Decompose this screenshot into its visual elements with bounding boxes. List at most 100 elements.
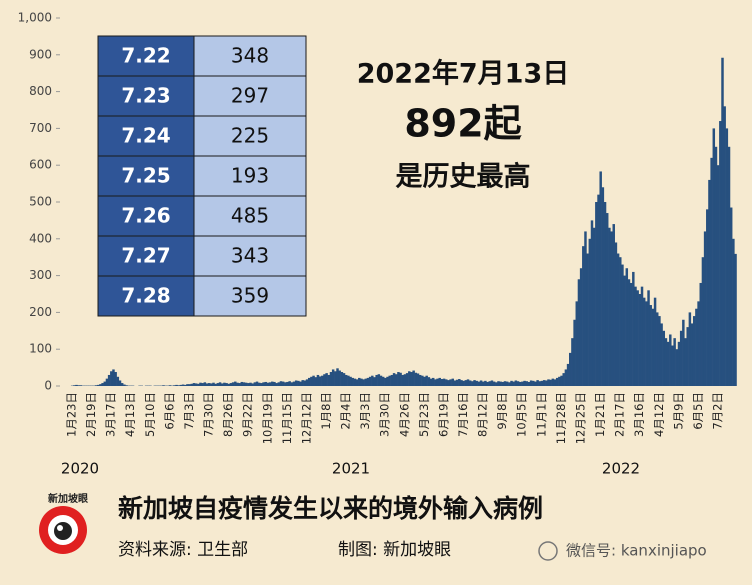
bar xyxy=(590,220,594,386)
bar xyxy=(194,383,198,386)
bar xyxy=(425,375,428,386)
bar xyxy=(436,378,439,386)
y-tick-label: 500 xyxy=(29,195,52,209)
bar xyxy=(684,338,687,386)
bar xyxy=(323,374,326,386)
x-tick-label: 7月30日 xyxy=(202,392,216,437)
bar xyxy=(636,290,639,386)
bar xyxy=(673,338,676,386)
bar xyxy=(414,372,418,386)
table-value: 297 xyxy=(231,84,269,108)
bar xyxy=(210,383,213,386)
x-tick-label: 7月3日 xyxy=(182,392,196,430)
bar xyxy=(592,227,596,386)
bar xyxy=(301,380,304,386)
x-tick-label: 10月19日 xyxy=(260,392,274,444)
bar xyxy=(262,382,265,386)
table-cell xyxy=(193,275,307,317)
bar xyxy=(373,377,376,386)
table-date: 7.25 xyxy=(121,164,170,188)
bar xyxy=(608,227,611,386)
bar xyxy=(562,373,565,386)
bar xyxy=(105,378,109,386)
bar xyxy=(651,308,655,386)
bar xyxy=(299,381,302,386)
bar xyxy=(184,384,187,386)
bar xyxy=(199,382,202,386)
bar xyxy=(649,305,652,386)
bar xyxy=(229,383,233,386)
bar xyxy=(331,369,335,386)
bar xyxy=(101,383,104,386)
bar xyxy=(277,382,281,386)
bar xyxy=(703,231,707,386)
bar xyxy=(284,382,287,386)
bar xyxy=(110,371,113,386)
bar xyxy=(645,301,648,386)
bar xyxy=(260,383,263,386)
bar xyxy=(401,374,405,386)
bar xyxy=(725,128,729,386)
table-value: 485 xyxy=(231,204,269,228)
bar xyxy=(582,246,585,386)
bar xyxy=(223,382,226,386)
bar xyxy=(384,377,387,386)
table-date: 7.28 xyxy=(121,284,170,308)
bar xyxy=(123,384,126,386)
table-date: 7.26 xyxy=(121,204,170,228)
bar xyxy=(584,231,587,386)
bar xyxy=(727,146,731,386)
bar xyxy=(458,379,461,386)
bar xyxy=(351,377,354,386)
bar xyxy=(621,264,624,386)
bar xyxy=(114,372,117,386)
bar xyxy=(434,379,437,386)
bar xyxy=(508,382,511,386)
bar xyxy=(634,286,637,386)
bar xyxy=(503,381,507,386)
bar xyxy=(286,381,289,386)
bar xyxy=(253,382,257,386)
bar xyxy=(238,383,241,386)
bar xyxy=(392,373,396,386)
x-tick-label: 5月9日 xyxy=(671,392,685,430)
bar xyxy=(207,383,211,386)
y-tick-label: 900 xyxy=(29,47,52,61)
bar xyxy=(527,381,531,386)
x-tick-label: 4月26日 xyxy=(397,392,411,437)
bar xyxy=(442,378,446,386)
table-date: 7.22 xyxy=(121,44,170,68)
table-date: 7.23 xyxy=(121,84,170,108)
bar xyxy=(692,316,696,386)
bar xyxy=(486,381,489,386)
bar xyxy=(468,380,472,386)
bar xyxy=(499,381,502,386)
bar xyxy=(695,308,698,386)
bar xyxy=(318,376,322,386)
bar xyxy=(227,383,230,386)
bar xyxy=(669,334,672,386)
bar xyxy=(397,372,400,386)
bar xyxy=(358,377,361,386)
x-tick-label: 3月17日 xyxy=(104,392,118,437)
bar xyxy=(603,202,607,386)
bar xyxy=(595,202,598,386)
x-tick-label: 12月12日 xyxy=(299,392,313,444)
bar xyxy=(701,257,705,386)
bar xyxy=(431,377,435,386)
bar xyxy=(336,368,339,386)
logo-pupil xyxy=(54,522,72,540)
bar xyxy=(297,380,300,386)
bar xyxy=(560,375,563,386)
bar xyxy=(445,379,448,386)
bar xyxy=(403,374,407,386)
bar xyxy=(321,375,324,386)
bar xyxy=(579,268,583,386)
bar xyxy=(597,194,600,386)
bar xyxy=(381,376,385,386)
bar xyxy=(501,381,505,386)
bar xyxy=(281,381,285,386)
bar xyxy=(325,373,328,386)
bar xyxy=(362,379,365,386)
